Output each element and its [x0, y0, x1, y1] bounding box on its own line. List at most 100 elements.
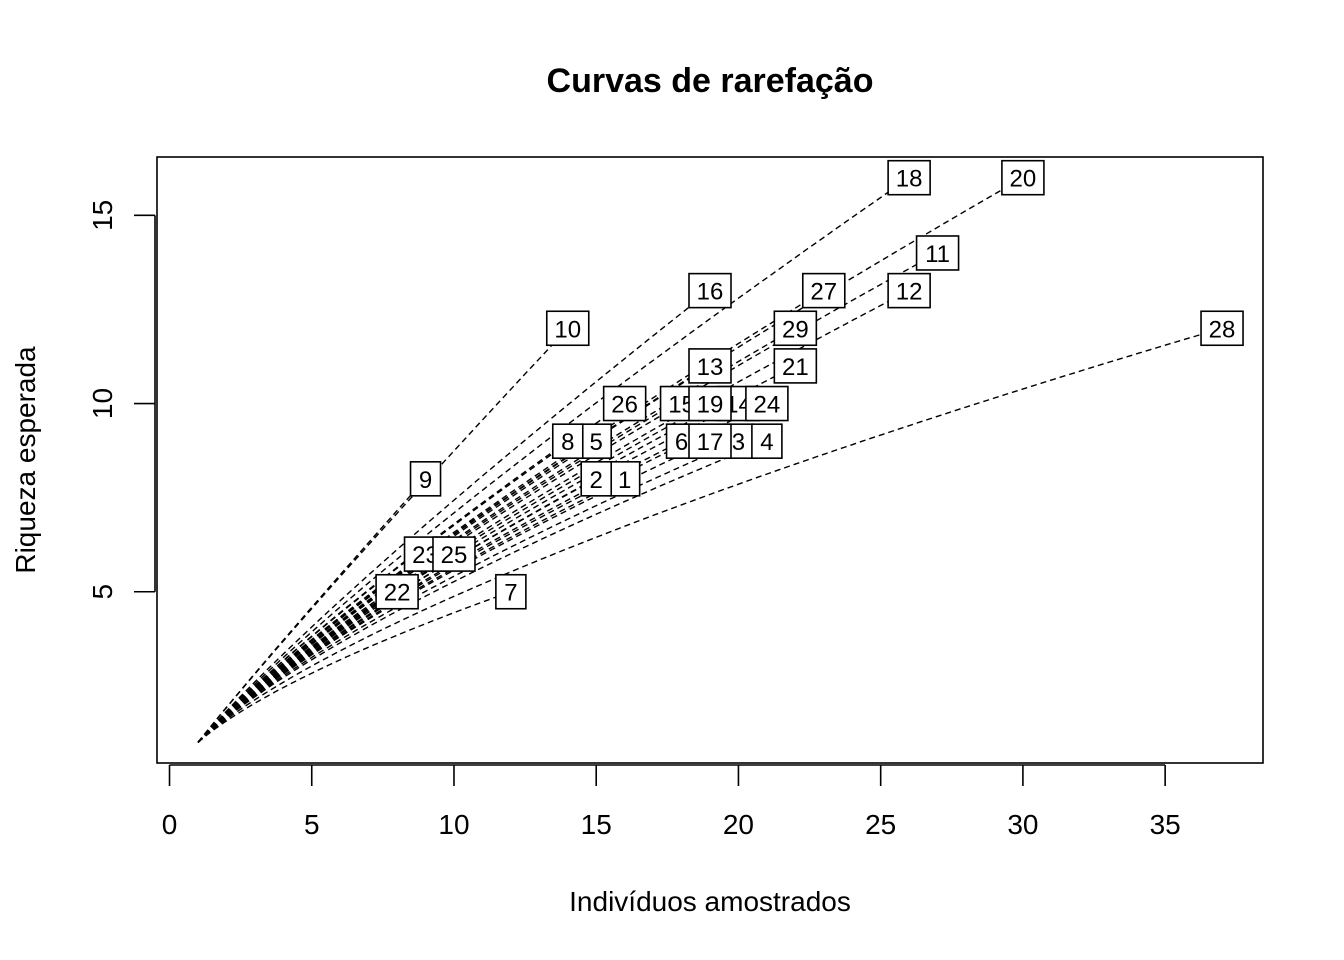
- y-tick-label: 10: [87, 388, 118, 419]
- curve-18: [197, 177, 910, 743]
- label-text: 8: [561, 429, 574, 456]
- curve-10: [197, 327, 569, 743]
- curve-label-11: 11: [915, 235, 960, 271]
- curve-8: [197, 440, 569, 743]
- curve-24: [197, 402, 768, 743]
- curve-25: [197, 553, 455, 743]
- label-text: 16: [697, 279, 724, 306]
- curve-labels: 123 45 67891011121314151617181920212223242…: [375, 159, 1244, 610]
- curve-label-21: 21: [773, 348, 818, 384]
- x-tick-label: 35: [1150, 809, 1181, 840]
- label-box: [608, 461, 641, 497]
- label-text: 11: [925, 241, 950, 268]
- curve-3: [197, 440, 739, 743]
- curve-label-5: 5: [580, 423, 613, 459]
- label-box: [688, 348, 732, 384]
- curve-9: [197, 478, 427, 743]
- label-text: 7: [504, 580, 517, 607]
- curve-label-7: 7: [495, 573, 527, 610]
- x-tick-label: 30: [1007, 809, 1038, 840]
- label-box: [551, 423, 584, 459]
- label-text: 26: [611, 392, 638, 419]
- curve-16: [197, 290, 711, 743]
- label-text: 20: [1010, 166, 1037, 193]
- x-tick-label: 20: [723, 809, 754, 840]
- label-box: [801, 272, 846, 309]
- y-tick-label: 15: [87, 200, 118, 231]
- label-box: [688, 423, 732, 459]
- label-box: [887, 272, 931, 309]
- curve-label-10: 10: [545, 310, 590, 347]
- curve-label-24: 24: [745, 385, 789, 422]
- x-axis-title: Indivíduos amostrados: [569, 886, 851, 917]
- label-box: [580, 423, 613, 459]
- curve-label-9: 9: [409, 461, 442, 497]
- x-tick-label: 25: [865, 809, 896, 840]
- x-tick-label: 10: [438, 809, 469, 840]
- label-box: [688, 272, 732, 309]
- label-box: [432, 536, 476, 572]
- label-text: 4: [760, 429, 773, 456]
- curve-label-16: 16: [688, 272, 732, 309]
- curve-label-18: 18: [887, 159, 931, 196]
- label-text: 22: [384, 580, 411, 607]
- x-axis: 0 5 10 15 20 25 30 35: [162, 764, 1181, 840]
- curve-label-29: 29: [773, 310, 818, 347]
- curve-label-22: 22: [375, 573, 419, 610]
- label-text: 24: [754, 392, 781, 419]
- label-text: 28: [1209, 316, 1236, 343]
- label-box: [773, 348, 818, 384]
- curve-label-19: 19: [688, 385, 732, 422]
- label-text: 9: [419, 467, 432, 494]
- curve-14: [197, 402, 739, 743]
- x-tick-label: 15: [581, 809, 612, 840]
- x-tick-label: 5: [304, 809, 320, 840]
- label-text: 27: [810, 279, 837, 306]
- label-text: 13: [697, 354, 724, 381]
- curve-20: [197, 177, 1024, 743]
- curve-2: [197, 478, 597, 743]
- label-text: 2: [590, 467, 603, 494]
- label-text: 18: [896, 166, 923, 193]
- curve-label-17: 17: [688, 423, 732, 459]
- curve-4: [197, 440, 768, 743]
- label-box: [1001, 159, 1045, 196]
- chart-title: Curvas de rarefação: [547, 62, 874, 100]
- y-axis: 5 10 15: [87, 200, 156, 600]
- curve-label-27: 27: [801, 272, 846, 309]
- label-text: 10: [554, 316, 581, 343]
- label-text: 3: [732, 429, 745, 456]
- curve-label-12: 12: [887, 272, 931, 309]
- label-box: [602, 385, 647, 422]
- label-text: 29: [782, 316, 809, 343]
- label-box: [915, 235, 960, 271]
- curve-label-26: 26: [602, 385, 647, 422]
- label-box: [751, 423, 783, 459]
- y-axis-title: Riqueza esperada: [10, 346, 41, 574]
- label-box: [495, 573, 527, 610]
- label-box: [745, 385, 789, 422]
- curve-7: [197, 591, 512, 743]
- curve-label-25: 25: [432, 536, 476, 572]
- label-text: 25: [441, 542, 468, 569]
- label-text: 6: [675, 429, 688, 456]
- curve-1: [197, 478, 626, 743]
- label-text: 21: [782, 354, 809, 381]
- label-box: [580, 461, 613, 497]
- y-tick-label: 5: [87, 584, 118, 600]
- label-box: [409, 461, 442, 497]
- curve-label-1: 1: [608, 461, 641, 497]
- label-text: 12: [896, 279, 923, 306]
- label-text: 17: [697, 429, 724, 456]
- label-box: [545, 310, 590, 347]
- rarefaction-curves: [197, 177, 1223, 743]
- curve-label-4: 4: [751, 423, 783, 459]
- curve-28: [197, 327, 1223, 743]
- x-tick-label: 0: [162, 809, 178, 840]
- label-box: [375, 573, 419, 610]
- label-box: [688, 385, 732, 422]
- plot-frame: [156, 156, 1264, 764]
- curve-label-2: 2: [580, 461, 613, 497]
- label-box: [773, 310, 818, 347]
